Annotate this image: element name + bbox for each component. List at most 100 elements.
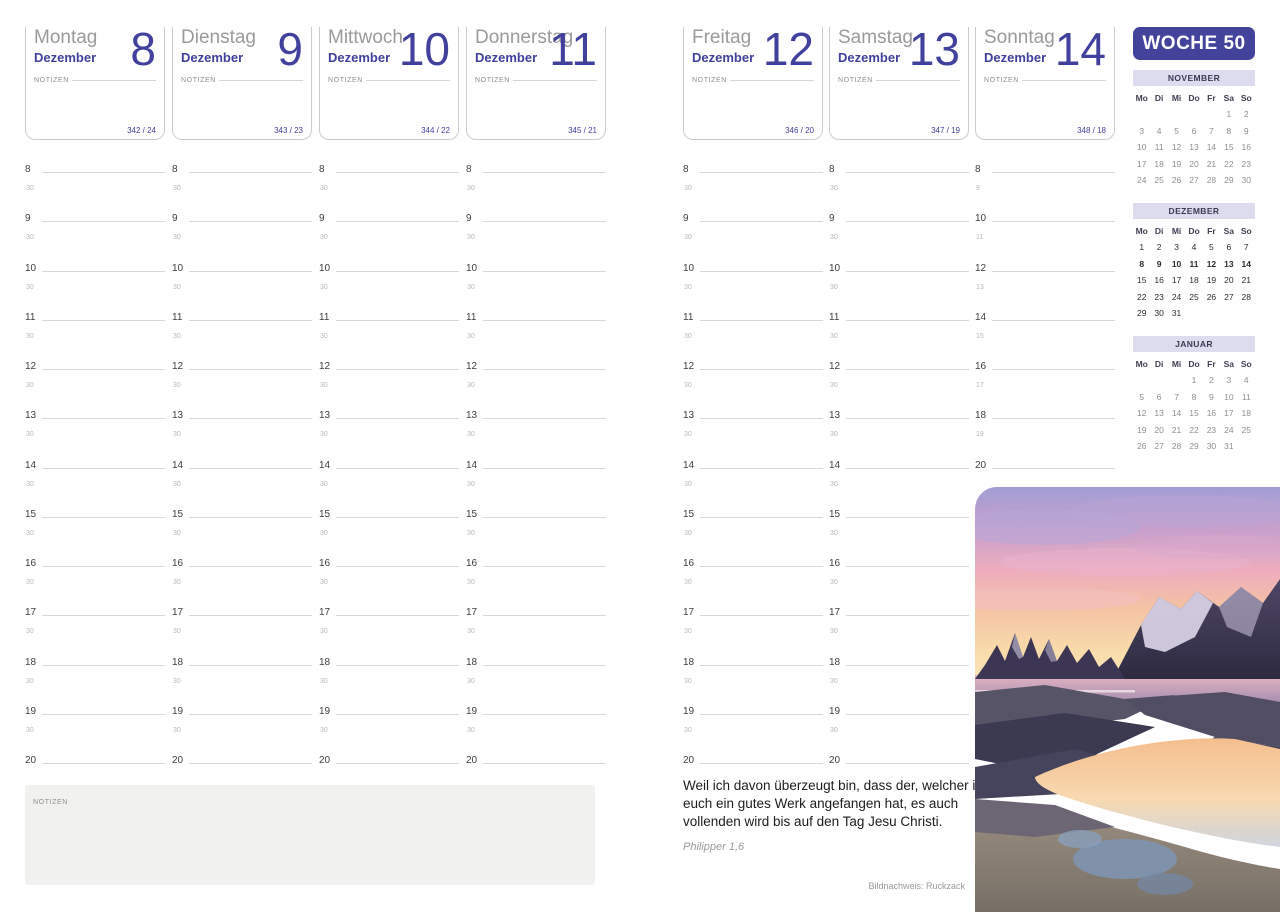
half-hour-label: 30 <box>830 628 838 636</box>
time-slot: 8 30 <box>319 164 459 213</box>
half-hour-label: 30 <box>830 579 838 586</box>
hour-label: 14 <box>466 459 478 471</box>
day-notes-row: NOTIZEN <box>475 77 597 84</box>
hour-rule <box>483 319 606 321</box>
day-notes-row: NOTIZEN <box>838 77 960 84</box>
day-of-year-count: 342 / 24 <box>127 126 156 135</box>
hour-label: 14 <box>172 459 184 471</box>
day-name: Donnerstag <box>475 27 574 48</box>
hour-label: 19 <box>172 705 184 717</box>
half-hour-label: 13 <box>976 283 984 291</box>
half-hour-label: 30 <box>320 677 328 685</box>
time-slot: 17 30 <box>172 607 312 656</box>
half-hour-label: 19 <box>976 431 984 439</box>
time-slot: 11 30 <box>319 312 459 361</box>
half-hour-label: 30 <box>320 332 328 340</box>
calendar-date: 30 <box>1241 175 1252 185</box>
time-slot: 18 30 <box>319 657 459 706</box>
time-slot: 14 30 <box>319 460 459 509</box>
half-hour-label: 30 <box>830 480 838 488</box>
day-name: Samstag <box>838 27 913 48</box>
calendar-date: 18 <box>1241 408 1252 418</box>
time-slot: 19 30 <box>319 706 459 755</box>
hour-row: 18 <box>319 657 459 669</box>
calendar-date: 21 <box>1171 424 1182 435</box>
hour-row: 20 <box>683 755 823 767</box>
time-slot: 18 30 <box>829 657 969 706</box>
calendar-date: 3 <box>1174 242 1179 252</box>
half-hour-label: 30 <box>467 382 475 389</box>
time-slot: 9 30 <box>319 213 459 262</box>
hour-label: 18 <box>683 656 695 668</box>
half-hour-label: 30 <box>320 382 328 389</box>
hour-row: 18 <box>25 657 165 669</box>
day-number: 9 <box>277 23 303 75</box>
day-notes-label: NOTIZEN <box>181 77 216 84</box>
calendar-date: 12 <box>1136 408 1147 418</box>
hour-label: 16 <box>829 558 841 569</box>
time-slot: 12 30 <box>172 361 312 410</box>
hour-label: 19 <box>829 705 841 717</box>
calendar-date: 13 <box>1189 142 1199 152</box>
calendar-date: 24 <box>1171 291 1182 302</box>
calendar-date: 21 <box>1241 275 1252 285</box>
hour-label: 14 <box>975 311 987 323</box>
hour-rule <box>700 270 823 272</box>
calendar-date: 11 <box>1189 258 1199 269</box>
time-slot: 10 30 <box>319 263 459 312</box>
day-header: Donnerstag Dezember 11 NOTIZEN 345 / 21 <box>466 23 606 140</box>
hour-label: 11 <box>466 311 477 323</box>
hour-row: 9 <box>683 213 823 225</box>
hour-label: 20 <box>829 755 841 766</box>
calendar-date: 8 <box>1191 391 1197 402</box>
half-hour-label: 30 <box>173 283 181 291</box>
half-hour-label: 30 <box>26 283 34 291</box>
time-slot: 9 30 <box>25 213 165 262</box>
calendar-date: 16 <box>1241 142 1252 152</box>
calendar-date: 19 <box>1136 424 1147 435</box>
hour-rule <box>189 172 312 173</box>
calendar-date: 15 <box>1136 275 1147 285</box>
hour-row: 15 <box>25 509 165 521</box>
hour-label: 16 <box>319 558 331 569</box>
calendar-date: 10 <box>1171 258 1182 269</box>
half-hour-label: 30 <box>173 332 181 340</box>
calendar-date: 13 <box>1154 408 1164 418</box>
weekday-header: Mi <box>1171 225 1182 236</box>
time-slot: 8 30 <box>466 164 606 213</box>
half-hour-label: 30 <box>467 480 475 488</box>
calendar-date: 15 <box>1189 408 1199 418</box>
time-slot: 16 30 <box>319 558 459 607</box>
day-header: Sonntag Dezember 14 NOTIZEN 348 / 18 <box>975 26 1115 140</box>
time-slot-end: 20 <box>466 755 606 771</box>
time-grid: 8 30 9 30 10 30 11 30 12 30 13 30 14 30 15 30 16 30 17 30 18… <box>25 164 165 771</box>
time-slot: 16 30 <box>172 558 312 607</box>
time-slot: 8 30 <box>683 164 823 213</box>
time-slot: 13 30 <box>466 410 606 459</box>
day-number: 11 <box>549 23 597 75</box>
hour-rule <box>42 369 165 370</box>
hour-rule <box>700 664 823 666</box>
day-month: Dezember <box>984 50 1047 65</box>
calendar-date: 21 <box>1206 158 1217 169</box>
hour-row: 12 <box>975 263 1115 275</box>
time-slot: 15 30 <box>319 509 459 558</box>
left-page-day-columns: Montag Dezember 8 NOTIZEN 342 / 24 8 30 9 30 10 30… <box>25 23 606 771</box>
hour-rule <box>846 467 969 469</box>
hour-label: 11 <box>172 311 183 323</box>
hour-label: 20 <box>25 755 37 766</box>
half-hour-label: 30 <box>684 431 692 439</box>
time-slot: 13 30 <box>25 410 165 459</box>
hour-row: 11 <box>829 312 969 324</box>
weekly-notes-label: NOTIZEN <box>33 799 68 806</box>
time-slot: 16 30 <box>466 558 606 607</box>
hour-label: 12 <box>319 361 331 372</box>
hour-rule <box>42 566 165 567</box>
half-hour-label: 30 <box>830 431 838 439</box>
time-slot: 18 30 <box>683 657 823 706</box>
day-month: Dezember <box>475 50 538 65</box>
half-hour-label: 30 <box>830 677 838 685</box>
hour-rule <box>42 319 165 321</box>
time-slot-end: 20 <box>683 755 823 771</box>
hour-row: 17 <box>319 607 459 619</box>
